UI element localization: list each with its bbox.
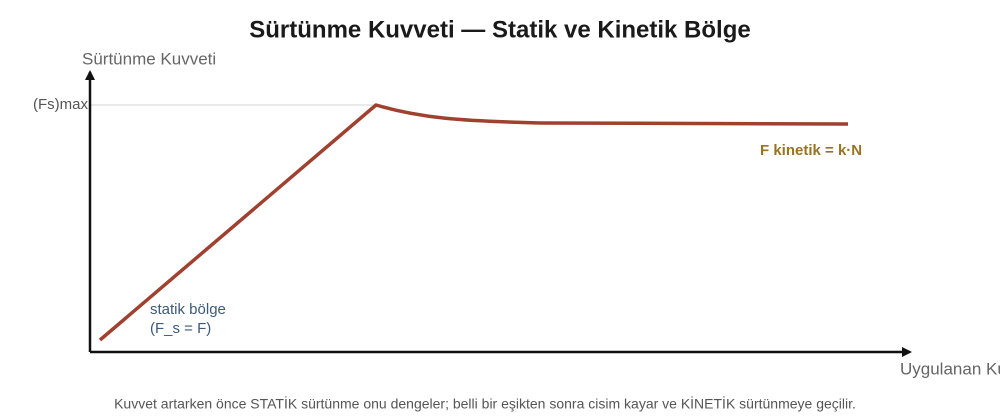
y-marker-label: (Fs)max bbox=[33, 96, 88, 113]
friction-curve bbox=[98, 103, 849, 342]
static-label: statik bölge bbox=[150, 301, 226, 318]
static-label: (F_s = F) bbox=[150, 320, 211, 337]
title: Sürtünme Kuvveti — Statik ve Kinetik Böl… bbox=[249, 16, 750, 43]
kinetic-label: F kinetik = k·N bbox=[760, 142, 862, 159]
caption: Kuvvet artarken önce STATİK sürtünme onu… bbox=[114, 395, 856, 412]
y-axis-label: Sürtünme Kuvveti bbox=[82, 49, 216, 68]
x-axis-label: Uygulanan Kuvvet bbox=[900, 359, 1000, 378]
